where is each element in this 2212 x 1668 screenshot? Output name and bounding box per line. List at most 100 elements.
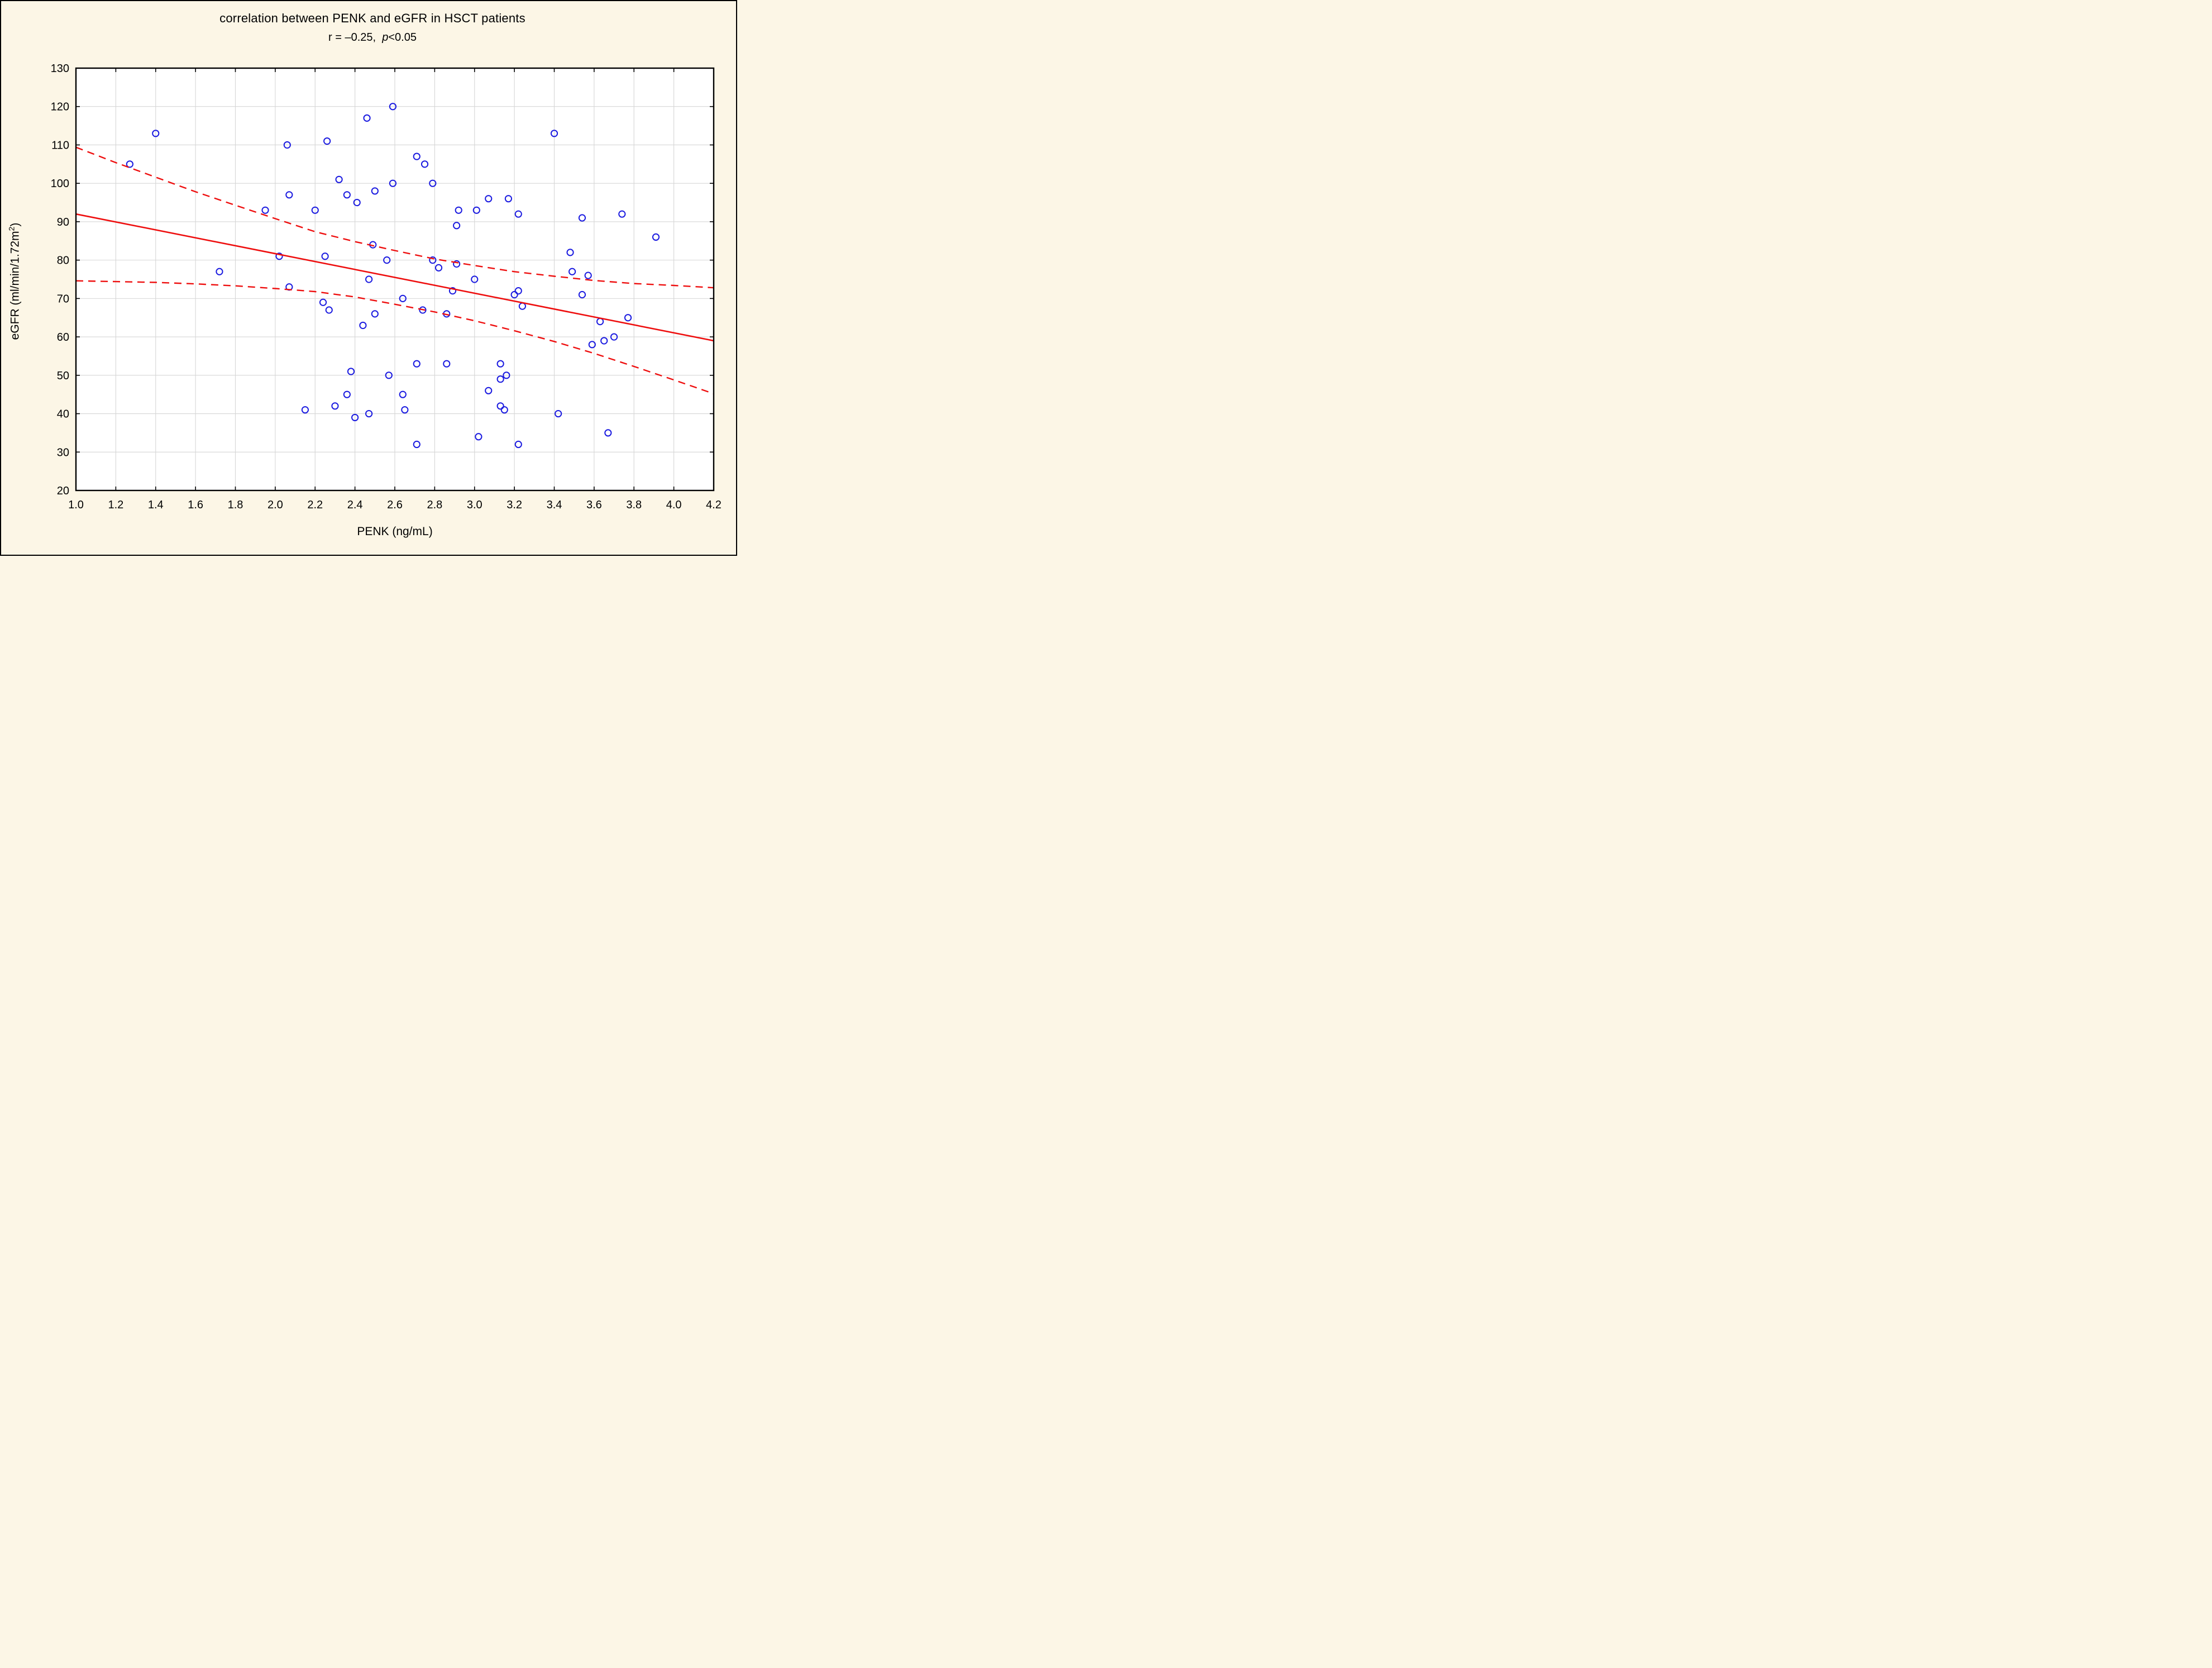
scatter-point [126,160,133,168]
scatter-point [453,260,461,268]
x-tick-label: 3.4 [547,499,562,511]
scatter-point [624,314,632,322]
scatter-point [385,371,393,379]
y-tick-label: 30 [57,446,69,459]
scatter-point [399,390,407,398]
y-tick-label: 90 [57,216,69,228]
x-tick-label: 2.4 [347,499,363,511]
scatter-point [285,191,293,199]
scatter-point [365,409,373,418]
x-tick-label: 1.8 [228,499,243,511]
scatter-point [604,429,612,437]
scatter-point [283,141,291,149]
scatter-point [323,137,331,145]
y-tick-label: 20 [57,485,69,497]
scatter-point [399,294,407,302]
scatter-point [321,252,329,260]
y-tick-label: 120 [51,101,69,113]
scatter-point [618,210,626,218]
y-tick-label: 60 [57,331,69,344]
scatter-point [475,433,482,441]
scatter-point [610,333,618,341]
scatter-point [503,371,510,379]
scatter-point [421,160,429,168]
confidence-band-upper [75,146,714,289]
scatter-point [434,264,443,271]
scatter-point [353,198,361,207]
scatter-point [347,368,355,375]
scatter-point [351,413,359,422]
scatter-point [496,375,504,383]
scatter-point [371,310,379,318]
scatter-point [514,287,522,295]
x-tick-label: 1.4 [148,499,164,511]
scatter-point [371,187,379,195]
scatter-point [578,214,586,222]
scatter-point [514,440,522,449]
scatter-point [401,406,409,414]
scatter-point [311,206,319,214]
scatter-point [152,130,160,137]
scatter-point [413,440,421,449]
scatter-point [566,249,574,256]
x-tick-label: 1.2 [108,499,123,511]
scatter-point [485,195,493,203]
scatter-point [389,103,397,111]
scatter-point [600,337,608,345]
scatter-point [335,175,343,183]
x-tick-label: 3.2 [507,499,522,511]
plot-border [75,67,715,492]
scatter-point [485,387,493,394]
x-tick-label: 2.8 [427,499,442,511]
scatter-point [365,275,373,283]
y-tick-label: 80 [57,255,69,267]
scatter-point [496,402,504,410]
figure: correlation between PENK and eGFR in HSC… [0,0,737,556]
scatter-point [550,130,558,137]
scatter-point [343,191,351,199]
scatter-point [275,252,283,260]
scatter-point [325,306,333,314]
x-tick-label: 2.6 [387,499,403,511]
scatter-point [510,290,518,299]
x-axis-title: PENK (ng/mL) [357,525,433,538]
y-tick-label: 100 [51,178,69,190]
y-tick-label: 40 [57,408,69,421]
stat-p-value: <0.05 [388,31,417,44]
scatter-plot-svg: 1.0 1.2 1.4 1.6 1.8 2.0 2.2 2.4 2.6 2.8 3.0 3.2 3.4 3… [51,63,722,511]
scatter-point [216,268,223,275]
scatter-point [568,268,576,275]
x-tick-label: 2.0 [267,499,283,511]
x-tick-label: 4.0 [666,499,682,511]
x-tick-label: 4.2 [706,499,722,511]
confidence-band-lower [75,280,714,394]
scatter-point [472,206,480,214]
scatter-point [555,409,562,418]
scatter-point [331,402,339,410]
scatter-point [419,306,427,314]
scatter-point [500,406,508,414]
scatter-point [343,390,351,398]
stat-p-symbol: p [382,31,389,44]
y-tick-label: 130 [51,63,69,75]
chart-subtitle: r = –0.25, p<0.05 [1,31,736,44]
scatter-point [584,271,592,279]
x-tick-label: 1.0 [68,499,84,511]
scatter-point [443,360,451,368]
scatter-point [578,290,586,299]
scatter-point [363,114,371,122]
scatter-point [413,152,421,160]
scatter-point [448,287,457,295]
scatter-point [504,195,513,203]
scatter-point [389,179,397,187]
scatter-point [429,179,437,187]
scatter-point [514,210,522,218]
x-tick-label: 3.6 [586,499,602,511]
scatter-point [652,233,660,241]
scatter-point [453,222,461,230]
chart-title: correlation between PENK and eGFR in HSC… [219,11,525,25]
regression-line [75,213,714,342]
x-tick-label: 2.2 [307,499,323,511]
scatter-point [496,360,504,368]
scatter-point [429,256,437,264]
